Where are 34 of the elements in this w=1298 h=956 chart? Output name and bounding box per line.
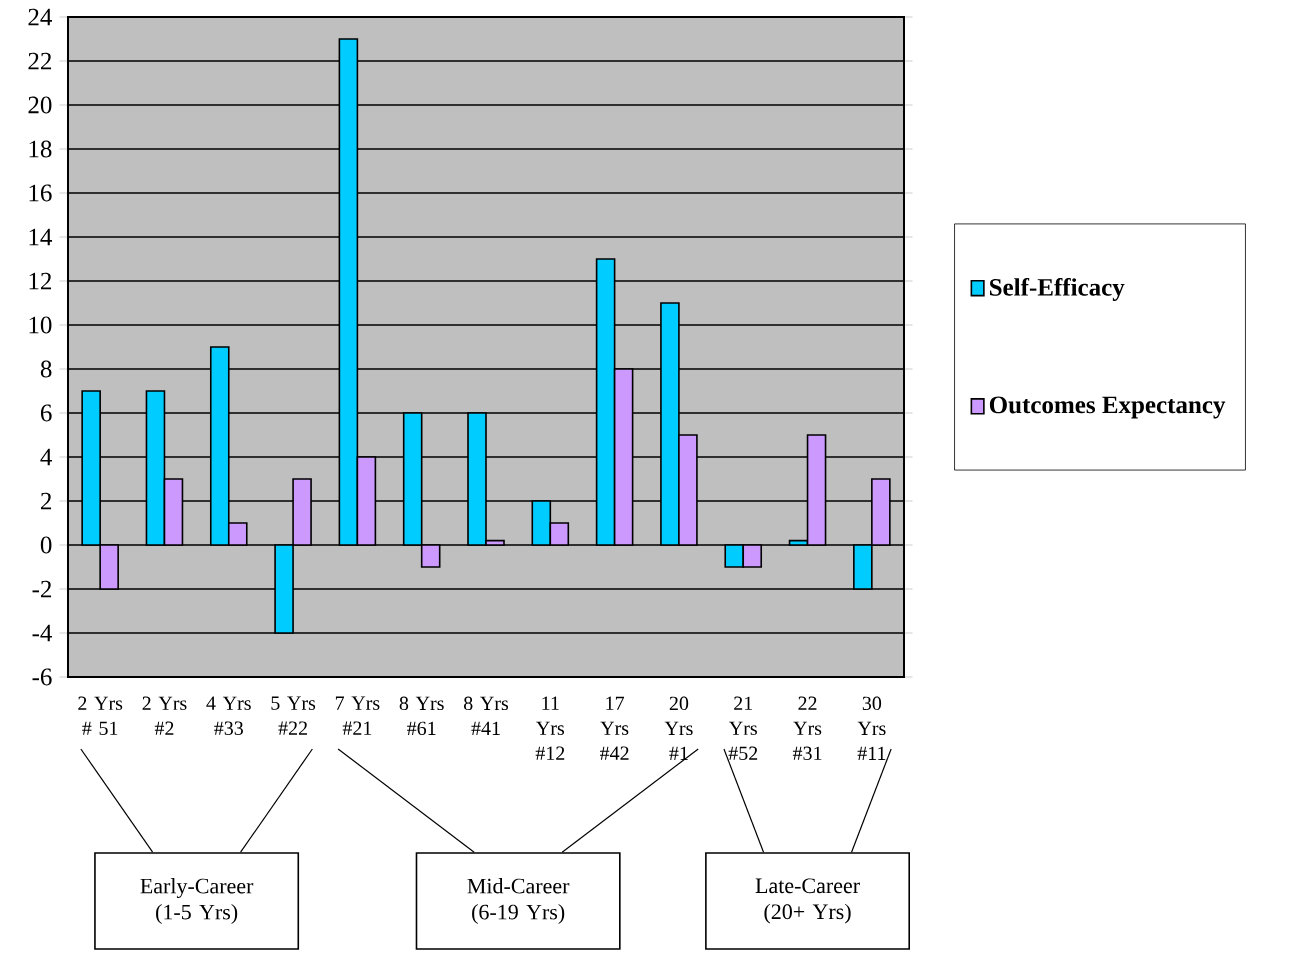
y-tick-label: -2	[32, 580, 52, 598]
y-tick-label: -4	[32, 624, 52, 642]
x-tick-label: 8 Yrs #41	[463, 696, 509, 735]
y-tick-label: 6	[40, 404, 52, 422]
text: Mid-Career (6-19 Yrs)	[467, 878, 570, 924]
x-tick-label: 5 Yrs #22	[271, 696, 316, 735]
y-tick-label: 10	[29, 316, 52, 334]
y-tick-label: 18	[29, 140, 52, 158]
legend-label: Outcomes Expectancy	[989, 396, 1226, 419]
x-tick-label: 22 Yrs #31	[792, 696, 822, 761]
x-tick-label: 2 Yrs # 51	[78, 696, 123, 736]
y-tick-label: 2	[40, 492, 52, 510]
y-tick-label: 4	[40, 448, 52, 466]
x-tick-label: 2 Yrs #2	[142, 696, 187, 735]
y-tick-label: 0	[40, 536, 52, 554]
y-tick-label: 14	[29, 228, 52, 246]
x-tick-label: 17 Yrs #42	[599, 696, 629, 760]
legend-label: Self-Efficacy	[990, 277, 1125, 301]
y-tick-label: 24	[28, 8, 52, 26]
text: Late-Career (20+ Yrs)	[755, 878, 860, 924]
text: Early-Career (1-5 Yrs)	[140, 878, 254, 924]
y-tick-label: 22	[28, 52, 52, 70]
x-tick-label: 11 Yrs #12	[535, 696, 565, 760]
y-tick-label: 20	[28, 96, 52, 114]
x-tick-label: 8 Yrs #61	[399, 696, 444, 736]
x-tick-label: 7 Yrs #21	[335, 696, 380, 735]
y-tick-label: 8	[40, 360, 52, 378]
x-tick-label: 4 Yrs #33	[206, 696, 251, 735]
y-tick-label: 16	[29, 184, 52, 202]
x-tick-label: 20 Yrs #1	[664, 696, 693, 760]
x-tick-label: 30 Yrs #11	[857, 696, 886, 760]
y-tick-label: 12	[29, 272, 52, 290]
y-tick-label: -6	[32, 668, 52, 686]
x-tick-label: 21 Yrs #52	[728, 696, 758, 761]
